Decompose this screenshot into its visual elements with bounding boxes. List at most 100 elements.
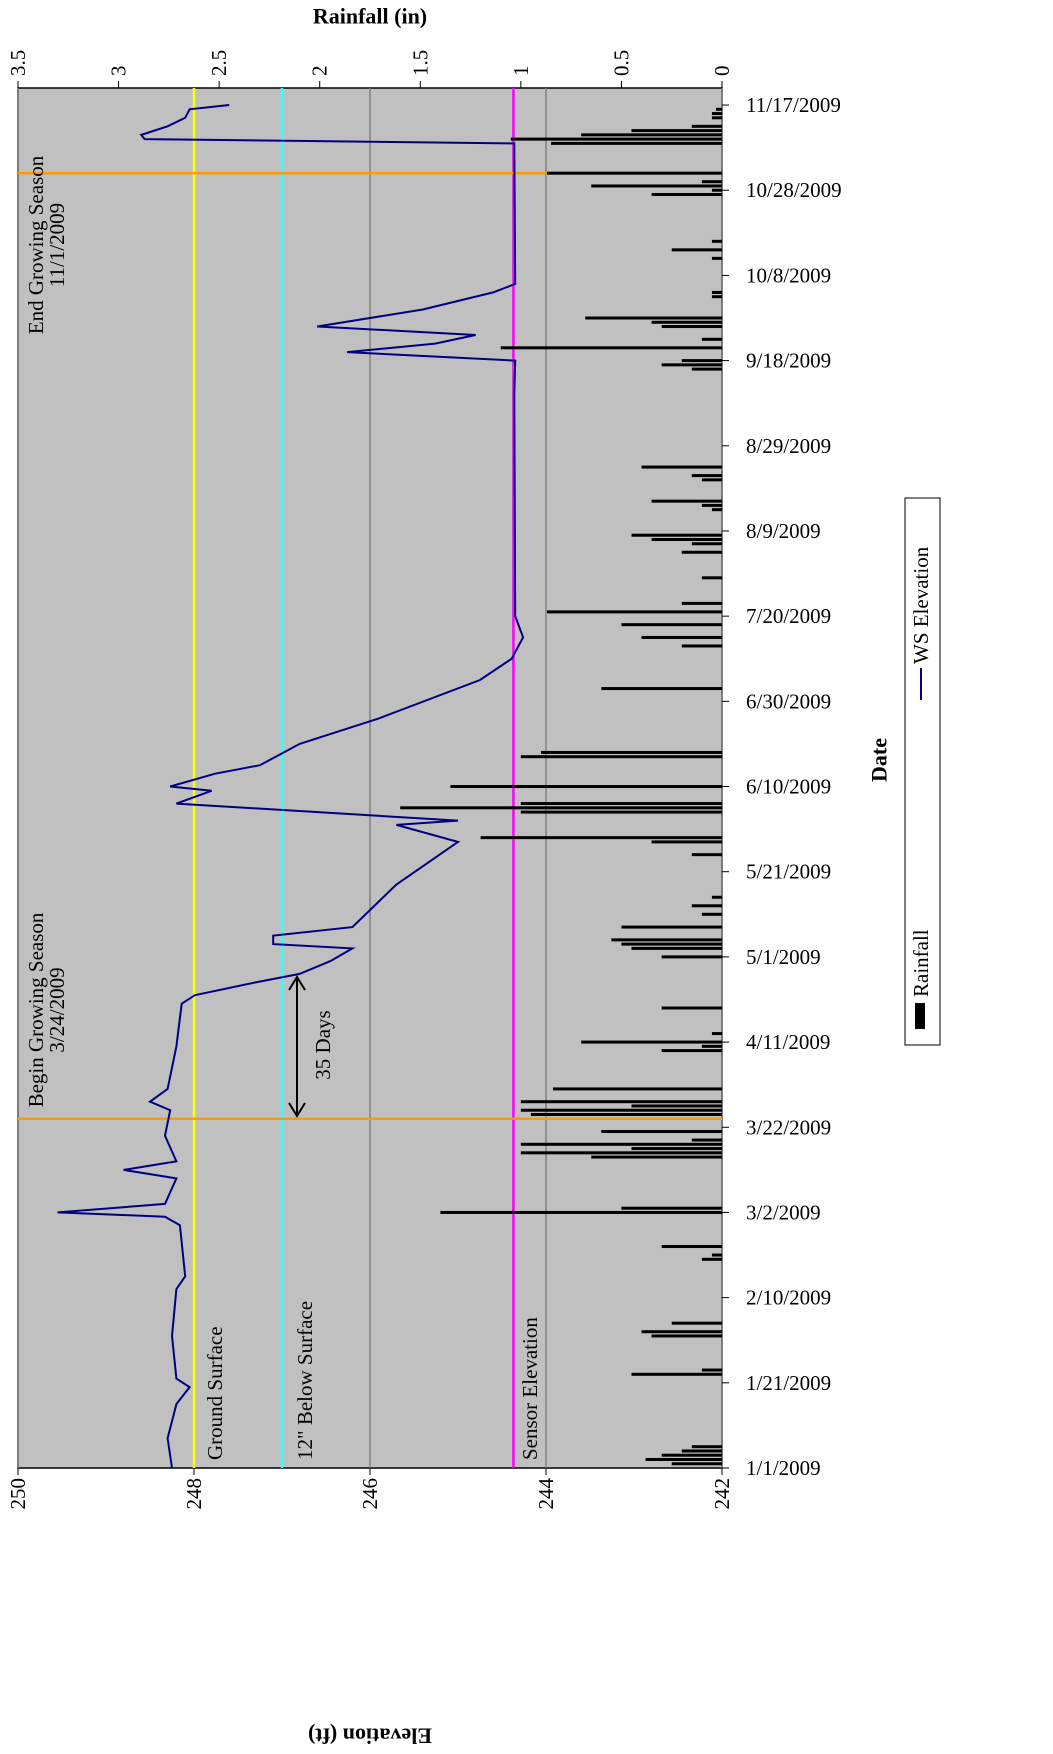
- rain-bar: [581, 133, 722, 137]
- rain-bar: [651, 320, 722, 324]
- x-tick-label: 5/21/2009: [746, 860, 831, 884]
- x-tick-label: 8/29/2009: [746, 434, 831, 458]
- y2-axis-title: Rainfall (in): [313, 4, 427, 29]
- legend-swatch: [915, 1003, 925, 1029]
- rain-bar: [715, 107, 722, 111]
- x-tick-label: 5/1/2009: [746, 945, 821, 969]
- rain-bar: [520, 1142, 722, 1146]
- rain-bar: [591, 1155, 722, 1159]
- rain-bar: [661, 1006, 722, 1010]
- y-tick-label: 242: [710, 1478, 734, 1510]
- rain-bar: [651, 1334, 722, 1338]
- y-tick-label: 244: [534, 1478, 558, 1510]
- rain-bar: [711, 508, 722, 512]
- rain-bar: [510, 137, 722, 141]
- rain-bar: [661, 1453, 722, 1457]
- reference-label: Sensor Elevation: [518, 1317, 542, 1460]
- x-tick-label: 7/20/2009: [746, 604, 831, 628]
- reference-label: 12" Below Surface: [293, 1301, 317, 1460]
- y2-tick-label: 2: [308, 66, 332, 77]
- span-arrow-heads: [288, 975, 306, 1118]
- rain-bar: [691, 542, 722, 546]
- y-tick-label: 248: [182, 1478, 206, 1510]
- reference-label: Ground Surface: [203, 1326, 227, 1460]
- rain-bar: [691, 474, 722, 478]
- rain-bar: [701, 503, 722, 507]
- rain-bar: [661, 1049, 722, 1053]
- rain-bar: [641, 1330, 722, 1334]
- y2-tick-label: 1.5: [408, 50, 432, 76]
- x-tick-label: 3/22/2009: [746, 1115, 831, 1139]
- y2-tick-label: 0: [710, 66, 734, 77]
- rain-bar: [520, 802, 722, 806]
- rain-bar: [691, 124, 722, 128]
- season-label: Begin Growing Season: [24, 912, 48, 1107]
- rain-bar: [641, 635, 722, 639]
- rain-bar: [661, 955, 722, 959]
- x-tick-label: 1/1/2009: [746, 1456, 821, 1480]
- rain-bar: [520, 810, 722, 814]
- rain-bar: [651, 840, 722, 844]
- rain-bar: [400, 806, 722, 810]
- rain-bar: [691, 904, 722, 908]
- x-tick-label: 8/9/2009: [746, 519, 821, 543]
- rain-bar: [530, 1112, 722, 1116]
- rain-bar: [651, 499, 722, 503]
- rain-bar: [711, 188, 722, 192]
- rain-bar: [621, 623, 722, 627]
- rain-bar: [681, 1449, 722, 1453]
- x-tick-label: 11/17/2009: [746, 93, 841, 117]
- season-date: 11/1/2009: [45, 203, 69, 287]
- rain-bar: [651, 192, 722, 196]
- y-tick-label: 250: [6, 1478, 30, 1510]
- rain-bar: [450, 785, 722, 789]
- rain-bar: [671, 1321, 722, 1325]
- x-tick-label: 1/21/2009: [746, 1371, 831, 1395]
- rain-bar: [701, 1044, 722, 1048]
- rain-bar: [691, 367, 722, 371]
- rain-bar: [621, 925, 722, 929]
- rain-bar: [711, 239, 722, 243]
- rain-bar: [631, 129, 722, 133]
- rain-bar: [711, 1253, 722, 1257]
- rain-bar: [631, 1372, 722, 1376]
- rain-bar: [701, 337, 722, 341]
- x-tick-label: 9/18/2009: [746, 349, 831, 373]
- rain-bar: [631, 533, 722, 537]
- rain-bar: [520, 1100, 722, 1104]
- rain-bar: [547, 610, 722, 614]
- rain-bar: [691, 1445, 722, 1449]
- rain-bar: [601, 1130, 722, 1134]
- rain-bar: [711, 116, 722, 120]
- x-tick-label: 6/30/2009: [746, 689, 831, 713]
- rain-bar: [681, 550, 722, 554]
- rain-bar: [540, 750, 722, 754]
- rain-bar: [701, 576, 722, 580]
- rain-bar: [651, 537, 722, 541]
- rain-bar: [711, 295, 722, 299]
- y-axis-title: Elevation (ft): [308, 1724, 432, 1749]
- rain-bar: [500, 346, 722, 350]
- y-tick-label: 246: [358, 1478, 382, 1510]
- rain-bar: [691, 853, 722, 857]
- rain-bar: [611, 938, 722, 942]
- rain-bar: [520, 1108, 722, 1112]
- rain-bar: [581, 1040, 722, 1044]
- season-label: End Growing Season: [24, 155, 48, 334]
- legend-label: Rainfall: [909, 929, 933, 997]
- rain-bar: [631, 1104, 722, 1108]
- rain-bar: [631, 1147, 722, 1151]
- legend-box: [904, 497, 941, 1046]
- y2-tick-label: 3: [107, 66, 131, 77]
- rain-bar: [711, 1032, 722, 1036]
- y2-tick-label: 0.5: [609, 50, 633, 76]
- rain-bar: [711, 256, 722, 260]
- rain-bar: [661, 325, 722, 329]
- rain-bar: [440, 1210, 722, 1214]
- x-axis-title: Date: [867, 738, 892, 782]
- rain-bar: [671, 248, 722, 252]
- x-tick-label: 6/10/2009: [746, 775, 831, 799]
- rain-bar: [547, 171, 722, 175]
- rain-bar: [711, 895, 722, 899]
- rain-bar: [553, 1087, 722, 1091]
